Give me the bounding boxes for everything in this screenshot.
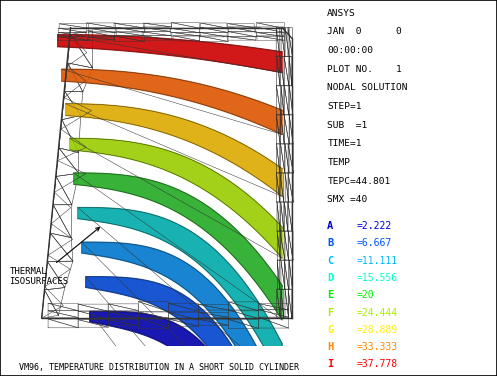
Text: A: A	[328, 221, 333, 231]
Text: VM96, TEMPERATURE DISTRIBUTION IN A SHORT SOLID CYLINDER: VM96, TEMPERATURE DISTRIBUTION IN A SHOR…	[19, 363, 299, 372]
Text: NODAL SOLUTION: NODAL SOLUTION	[328, 83, 408, 92]
Polygon shape	[86, 277, 282, 376]
Text: =15.556: =15.556	[357, 273, 398, 283]
Text: I: I	[328, 359, 333, 369]
Text: JAN  0      0: JAN 0 0	[328, 27, 402, 36]
Text: SUB  =1: SUB =1	[328, 121, 368, 130]
Polygon shape	[74, 173, 282, 320]
Text: SMX =40: SMX =40	[328, 196, 368, 205]
Polygon shape	[90, 311, 282, 376]
Text: B: B	[328, 238, 333, 248]
Text: 00:00:00: 00:00:00	[328, 46, 373, 55]
Text: THERMAL
ISOSURFACES: THERMAL ISOSURFACES	[9, 227, 99, 287]
Text: =37.778: =37.778	[357, 359, 398, 369]
Polygon shape	[82, 242, 282, 376]
Polygon shape	[66, 104, 282, 196]
Text: =6.667: =6.667	[357, 238, 392, 248]
Text: =11.111: =11.111	[357, 256, 398, 265]
Text: D: D	[328, 273, 333, 283]
Polygon shape	[62, 69, 282, 135]
Text: =33.333: =33.333	[357, 342, 398, 352]
Text: PLOT NO.    1: PLOT NO. 1	[328, 65, 402, 74]
Text: =2.222: =2.222	[357, 221, 392, 231]
Text: STEP=1: STEP=1	[328, 102, 362, 111]
Text: TEPC=44.801: TEPC=44.801	[328, 177, 391, 186]
Polygon shape	[70, 138, 282, 258]
Polygon shape	[78, 208, 282, 376]
Text: =28.889: =28.889	[357, 325, 398, 335]
Polygon shape	[58, 35, 282, 73]
Text: E: E	[328, 290, 333, 300]
Text: H: H	[328, 342, 333, 352]
Text: ANSYS: ANSYS	[328, 9, 356, 18]
Text: TEMP: TEMP	[328, 158, 350, 167]
Text: =20: =20	[357, 290, 375, 300]
Text: TIME=1: TIME=1	[328, 139, 362, 149]
Text: =24.444: =24.444	[357, 308, 398, 317]
Text: C: C	[328, 256, 333, 265]
Text: G: G	[328, 325, 333, 335]
Text: F: F	[328, 308, 333, 317]
